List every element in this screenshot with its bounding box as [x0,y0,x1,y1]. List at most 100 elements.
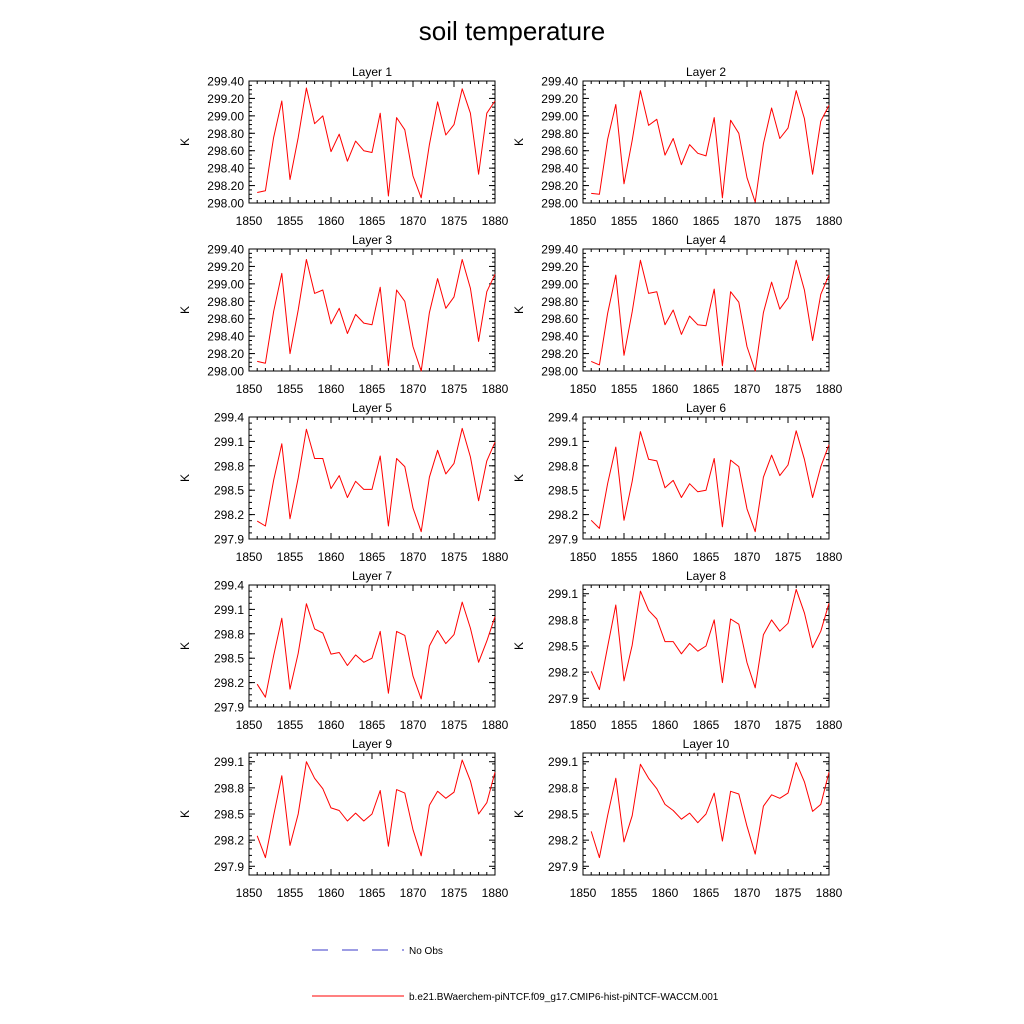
y-tick-label: 299.4 [214,579,244,593]
x-tick-label: 1870 [734,550,761,564]
x-tick-label: 1850 [236,886,263,900]
x-tick-label: 1875 [775,886,802,900]
y-tick-label: 298.60 [207,144,244,158]
x-tick-label: 1850 [570,718,597,732]
x-tick-label: 1880 [816,382,843,396]
series-line-layer-8-0 [590,588,830,691]
x-tick-label: 1855 [277,718,304,732]
x-tick-label: 1860 [318,886,345,900]
y-tick-label: 298.5 [214,808,244,822]
panel-title-layer-9: Layer 9 [352,737,392,751]
x-tick-label: 1865 [693,382,720,396]
x-tick-label: 1850 [236,718,263,732]
y-tick-label: 299.20 [207,92,244,106]
plot-frame-layer-2 [582,80,830,204]
series-line-layer-9-0 [256,759,496,859]
x-tick-label: 1850 [236,214,263,228]
x-tick-label: 1880 [482,214,509,228]
x-tick-label: 1865 [359,214,386,228]
y-tick-label: 298.60 [541,312,578,326]
y-tick-label: 298.20 [207,179,244,193]
panel-layer-2: Layer 2 K 1850 1855 1860 1865 1870 1875 1880 298.… [512,65,843,228]
y-tick-label: 297.9 [548,692,578,706]
plot-frame-layer-3 [248,248,496,372]
y-tick-label: 298.2 [214,676,244,690]
y-tick-label: 298.5 [548,808,578,822]
y-tick-label: 298.40 [207,330,244,344]
plot-frame-layer-10 [582,752,830,876]
plot-frame-layer-8 [582,584,830,708]
x-tick-label: 1860 [652,718,679,732]
y-tick-label: 299.1 [214,435,244,449]
x-tick-label: 1865 [359,550,386,564]
y-axis-label-layer-3: K [178,306,192,314]
y-tick-label: 298.2 [548,666,578,680]
x-tick-label: 1880 [816,886,843,900]
y-tick-label: 298.00 [541,365,578,379]
y-tick-label: 298.5 [214,652,244,666]
x-tick-label: 1870 [400,718,427,732]
y-axis-label-layer-9: K [178,810,192,818]
y-tick-label: 299.4 [214,411,244,425]
x-tick-label: 1870 [400,214,427,228]
x-tick-label: 1860 [318,382,345,396]
y-tick-label: 297.9 [214,533,244,547]
y-axis-label-layer-4: K [512,306,526,314]
y-tick-label: 298.20 [541,347,578,361]
y-axis-label-layer-2: K [512,138,526,146]
x-tick-label: 1855 [611,886,638,900]
panel-layer-5: Layer 5 K 1850 1855 1860 1865 1870 1875 1880 297.… [178,401,509,564]
legend-entry-run: b.e21.BWaerchem-piNTCF.f09_g17.CMIP6-his… [312,992,719,1003]
x-tick-label: 1870 [734,886,761,900]
x-tick-label: 1850 [570,886,597,900]
y-tick-label: 298.20 [207,347,244,361]
x-tick-label: 1855 [277,886,304,900]
x-tick-label: 1855 [277,214,304,228]
panel-title-layer-5: Layer 5 [352,401,392,415]
x-tick-label: 1850 [570,382,597,396]
x-tick-label: 1865 [359,382,386,396]
x-tick-label: 1860 [652,550,679,564]
ticks-layer-7 [248,584,496,708]
y-tick-label: 299.4 [548,411,578,425]
panel-title-layer-7: Layer 7 [352,569,392,583]
panel-layer-1: Layer 1 K 1850 1855 1860 1865 1870 1875 1880 298.… [178,65,509,228]
y-axis-label-layer-1: K [178,138,192,146]
y-tick-label: 298.80 [207,295,244,309]
series-line-layer-6-0 [590,430,830,533]
y-tick-label: 298.40 [541,162,578,176]
x-tick-label: 1875 [775,214,802,228]
y-tick-label: 298.8 [214,781,244,795]
x-tick-label: 1875 [441,214,468,228]
panel-title-layer-10: Layer 10 [683,737,730,751]
x-tick-label: 1870 [400,886,427,900]
y-tick-label: 299.20 [541,260,578,274]
y-tick-label: 299.40 [207,243,244,257]
y-tick-label: 297.9 [214,860,244,874]
y-tick-label: 299.20 [207,260,244,274]
figure-title: soil temperature [419,16,605,46]
x-tick-label: 1860 [652,382,679,396]
x-tick-label: 1880 [816,214,843,228]
x-tick-label: 1860 [318,214,345,228]
series-line-layer-3-0 [257,259,496,372]
x-tick-label: 1850 [570,214,597,228]
legend: No Obs b.e21.BWaerchem-piNTCF.f09_g17.CM… [312,946,719,1003]
y-tick-label: 299.00 [207,109,244,123]
y-tick-label: 298.2 [548,508,578,522]
y-tick-label: 298.5 [548,484,578,498]
y-tick-label: 299.40 [541,75,578,89]
series-line-layer-5-0 [256,427,496,533]
y-tick-label: 299.1 [548,435,578,449]
y-tick-label: 297.9 [548,860,578,874]
y-axis-label-layer-6: K [512,474,526,482]
x-tick-label: 1880 [482,550,509,564]
y-tick-label: 297.9 [214,701,244,715]
x-tick-label: 1870 [734,718,761,732]
series-line-layer-2-0 [591,90,830,203]
x-tick-label: 1875 [441,886,468,900]
y-tick-label: 298.8 [214,459,244,473]
x-tick-label: 1850 [236,550,263,564]
panel-layer-10: Layer 10 K 1850 1855 1860 1865 1870 1875 1880 297… [512,737,843,900]
